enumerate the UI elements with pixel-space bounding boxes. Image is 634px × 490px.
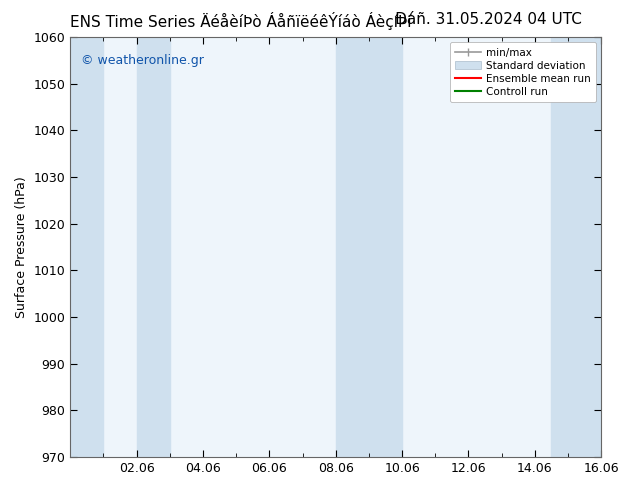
Bar	[336, 37, 402, 457]
Bar	[137, 37, 170, 457]
Legend: min/max, Standard deviation, Ensemble mean run, Controll run: min/max, Standard deviation, Ensemble me…	[450, 42, 596, 102]
Text: Ðáñ. 31.05.2024 04 UTC: Ðáñ. 31.05.2024 04 UTC	[395, 12, 581, 27]
Bar	[70, 37, 103, 457]
Text: ENS Time Series ÄéåèíÞò ÁåñïëéêÝíáò ÁèçíÞí: ENS Time Series ÄéåèíÞò ÁåñïëéêÝíáò Áèçí…	[70, 12, 411, 30]
Text: © weatheronline.gr: © weatheronline.gr	[81, 54, 204, 67]
Bar	[552, 37, 601, 457]
Y-axis label: Surface Pressure (hPa): Surface Pressure (hPa)	[15, 176, 28, 318]
